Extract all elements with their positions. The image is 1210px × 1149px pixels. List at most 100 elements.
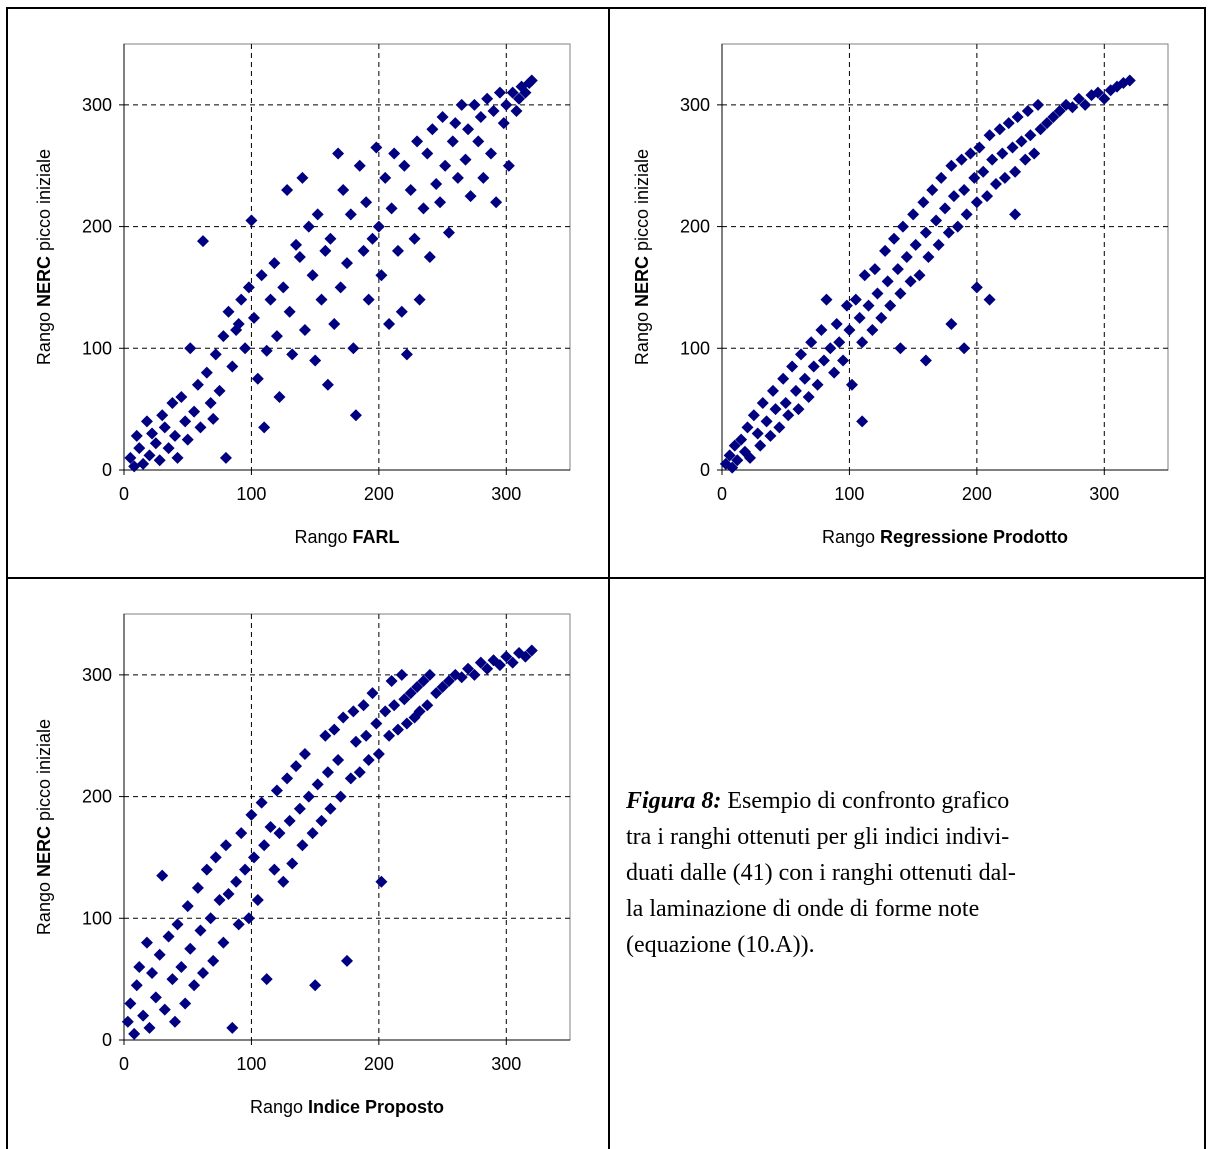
data-point <box>277 875 290 888</box>
data-point <box>472 135 485 148</box>
data-point <box>306 269 319 282</box>
data-point <box>121 1015 134 1028</box>
data-point <box>477 171 490 184</box>
data-point <box>366 687 379 700</box>
data-point <box>436 111 449 124</box>
data-point <box>162 930 175 943</box>
data-point <box>222 305 235 318</box>
data-point <box>156 409 169 422</box>
data-point <box>260 973 273 986</box>
data-point <box>815 324 828 337</box>
data-point <box>319 729 332 742</box>
y-tick-label: 200 <box>82 787 112 807</box>
data-point <box>468 668 481 681</box>
caption-line-2: tra i ranghi ottenuti per gli indici ind… <box>626 824 1010 850</box>
data-point <box>197 967 210 980</box>
data-point <box>277 281 290 294</box>
data-point <box>383 317 396 330</box>
data-point <box>171 918 184 931</box>
x-tick-label: 0 <box>119 484 129 504</box>
data-point <box>434 196 447 209</box>
data-point <box>296 171 309 184</box>
data-point <box>843 324 856 337</box>
data-point <box>474 656 487 669</box>
data-point <box>344 208 357 221</box>
y-axis-label-prefix: Rango <box>632 307 652 365</box>
data-point <box>845 378 858 391</box>
data-point <box>332 754 345 767</box>
y-axis-label-prefix: Rango <box>34 307 54 365</box>
data-point <box>1040 117 1053 130</box>
data-point <box>947 190 960 203</box>
data-point <box>754 439 767 452</box>
data-point <box>370 717 383 730</box>
x-tick-label: 200 <box>962 484 992 504</box>
data-point <box>506 86 519 99</box>
data-point <box>290 238 303 251</box>
data-point <box>413 705 426 718</box>
y-tick-label: 100 <box>680 338 710 358</box>
data-point <box>219 451 232 464</box>
data-point <box>124 451 137 464</box>
data-point <box>311 778 324 791</box>
data-point <box>162 442 175 455</box>
data-point <box>1028 147 1041 160</box>
data-point <box>423 251 436 263</box>
data-point <box>833 336 846 349</box>
data-point <box>881 275 894 288</box>
data-point <box>500 650 513 663</box>
data-point <box>993 123 1006 136</box>
data-point <box>375 875 388 888</box>
data-point <box>344 772 357 785</box>
data-point <box>1009 208 1022 221</box>
data-point <box>200 366 213 379</box>
data-point <box>181 433 194 446</box>
data-point <box>436 681 449 694</box>
data-point <box>894 287 907 300</box>
data-point <box>286 857 299 870</box>
data-point <box>731 454 744 467</box>
data-point <box>735 433 748 446</box>
y-axis-label: Rango NERC picco iniziale <box>632 149 652 365</box>
data-point <box>411 135 424 148</box>
data-point <box>133 442 146 455</box>
data-point <box>286 348 299 361</box>
data-point <box>395 668 408 681</box>
figure-caption: Figura 8: Esempio di confronto grafico t… <box>626 783 1186 963</box>
data-point <box>209 851 222 864</box>
data-point <box>446 135 459 148</box>
data-point <box>977 165 990 178</box>
data-point <box>728 439 741 452</box>
data-point <box>455 98 468 111</box>
data-point <box>1098 92 1111 105</box>
data-point <box>417 202 430 215</box>
y-axis-label-bold: NERC <box>34 256 54 307</box>
data-point <box>230 875 243 888</box>
data-point <box>904 275 917 288</box>
data-point <box>871 287 884 300</box>
data-point <box>459 153 472 166</box>
data-point <box>388 699 401 712</box>
chart-panel-2: 0 100 200 300 0 100 200 300 Rango Regressione Pr… <box>618 20 1198 560</box>
caption-line-1: Esempio di confronto grafico <box>721 788 1010 814</box>
data-point <box>404 687 417 700</box>
data-point <box>204 397 217 410</box>
caption-line-5: (equazione (10.A)). <box>626 932 815 958</box>
data-point <box>306 827 319 840</box>
y-tick-label: 100 <box>82 338 112 358</box>
data-point <box>146 427 159 440</box>
data-point <box>970 196 983 209</box>
data-point <box>158 1003 171 1016</box>
y-tick-label: 300 <box>82 665 112 685</box>
data-point <box>398 159 411 172</box>
caption-line-3: duati dalle (41) con i ranghi ottenuti d… <box>626 860 1016 886</box>
data-point <box>792 403 805 416</box>
x-axis-label-bold: Indice Proposto <box>308 1097 444 1117</box>
data-point <box>782 409 795 422</box>
data-point <box>487 104 500 117</box>
x-axis-label-prefix: Rango <box>294 527 352 547</box>
y-axis-label-bold: NERC <box>34 826 54 877</box>
caption-line-4: la laminazione di onde di forme note <box>626 896 980 922</box>
data-point <box>481 92 494 105</box>
data-point <box>324 802 337 815</box>
